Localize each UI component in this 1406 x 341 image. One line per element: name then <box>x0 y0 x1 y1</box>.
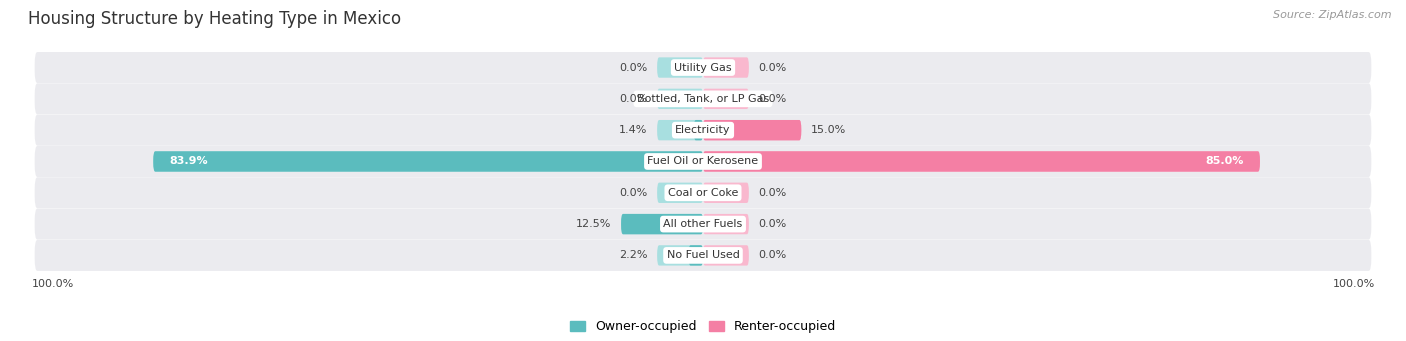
FancyBboxPatch shape <box>703 57 749 78</box>
Text: 100.0%: 100.0% <box>31 279 73 289</box>
Text: 12.5%: 12.5% <box>576 219 612 229</box>
Text: 1.4%: 1.4% <box>619 125 647 135</box>
FancyBboxPatch shape <box>703 151 1260 172</box>
Text: 0.0%: 0.0% <box>619 62 647 73</box>
FancyBboxPatch shape <box>35 209 1371 240</box>
FancyBboxPatch shape <box>153 151 703 172</box>
Text: Coal or Coke: Coal or Coke <box>668 188 738 198</box>
Text: 83.9%: 83.9% <box>170 157 208 166</box>
FancyBboxPatch shape <box>657 183 703 203</box>
FancyBboxPatch shape <box>35 115 1371 146</box>
FancyBboxPatch shape <box>703 120 801 140</box>
FancyBboxPatch shape <box>657 57 703 78</box>
FancyBboxPatch shape <box>703 214 749 234</box>
Text: 0.0%: 0.0% <box>759 250 787 261</box>
FancyBboxPatch shape <box>657 89 703 109</box>
FancyBboxPatch shape <box>35 146 1371 177</box>
Text: 85.0%: 85.0% <box>1205 157 1243 166</box>
FancyBboxPatch shape <box>693 120 703 140</box>
Text: Utility Gas: Utility Gas <box>675 62 731 73</box>
FancyBboxPatch shape <box>689 245 703 266</box>
FancyBboxPatch shape <box>657 120 703 140</box>
FancyBboxPatch shape <box>35 177 1371 208</box>
Text: 0.0%: 0.0% <box>619 188 647 198</box>
FancyBboxPatch shape <box>35 240 1371 271</box>
Text: Fuel Oil or Kerosene: Fuel Oil or Kerosene <box>647 157 759 166</box>
FancyBboxPatch shape <box>153 151 703 172</box>
Text: 0.0%: 0.0% <box>759 219 787 229</box>
Text: 15.0%: 15.0% <box>811 125 846 135</box>
FancyBboxPatch shape <box>621 214 703 234</box>
Text: Bottled, Tank, or LP Gas: Bottled, Tank, or LP Gas <box>637 94 769 104</box>
FancyBboxPatch shape <box>703 151 1260 172</box>
Text: 0.0%: 0.0% <box>759 94 787 104</box>
Text: Electricity: Electricity <box>675 125 731 135</box>
FancyBboxPatch shape <box>35 52 1371 83</box>
FancyBboxPatch shape <box>703 89 749 109</box>
FancyBboxPatch shape <box>621 214 703 234</box>
FancyBboxPatch shape <box>703 245 749 266</box>
FancyBboxPatch shape <box>657 245 703 266</box>
Text: 0.0%: 0.0% <box>619 94 647 104</box>
Text: 0.0%: 0.0% <box>759 62 787 73</box>
Text: All other Fuels: All other Fuels <box>664 219 742 229</box>
Text: 0.0%: 0.0% <box>759 188 787 198</box>
Text: No Fuel Used: No Fuel Used <box>666 250 740 261</box>
Text: 100.0%: 100.0% <box>1333 279 1375 289</box>
FancyBboxPatch shape <box>703 183 749 203</box>
Text: Housing Structure by Heating Type in Mexico: Housing Structure by Heating Type in Mex… <box>28 10 401 28</box>
FancyBboxPatch shape <box>703 120 801 140</box>
FancyBboxPatch shape <box>35 83 1371 114</box>
Text: Source: ZipAtlas.com: Source: ZipAtlas.com <box>1274 10 1392 20</box>
Legend: Owner-occupied, Renter-occupied: Owner-occupied, Renter-occupied <box>565 315 841 338</box>
Text: 2.2%: 2.2% <box>619 250 647 261</box>
